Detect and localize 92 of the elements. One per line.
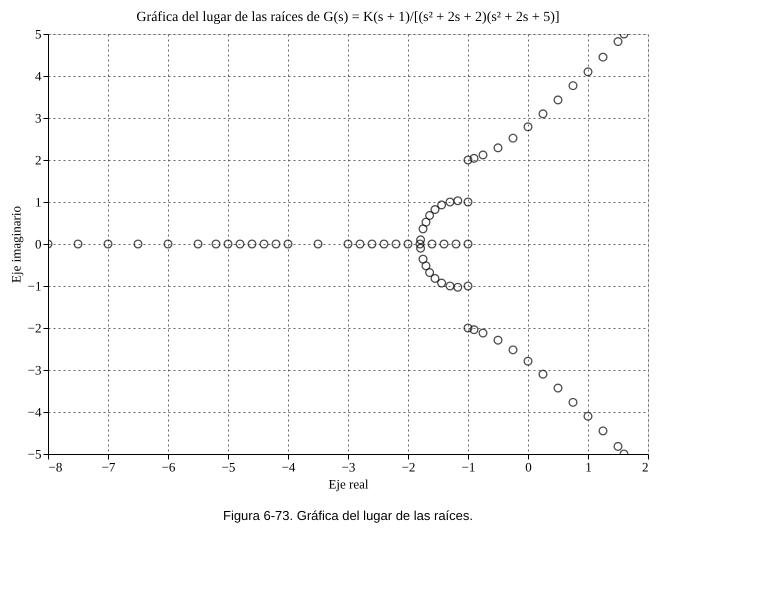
x-tick-label: −1 [462, 460, 476, 474]
point [538, 370, 548, 379]
point [355, 239, 365, 249]
y-tick-label: −4 [28, 404, 42, 420]
point [425, 210, 434, 220]
point [439, 239, 449, 249]
point [247, 239, 257, 249]
y-tick-label: −5 [28, 446, 42, 462]
point [235, 239, 245, 249]
point [283, 239, 293, 249]
point [427, 239, 437, 249]
chart-title: Gráfica del lugar de las raíces de G(s) = K(s + 1)/[(s² + 2s + 2)(s² + 2s + 5)] [136, 10, 560, 25]
y-tick-label: 0 [35, 236, 42, 252]
point [403, 239, 413, 249]
point [379, 239, 389, 249]
point [493, 143, 503, 152]
point [553, 95, 563, 104]
point [430, 205, 440, 214]
y-tick-label: 3 [35, 110, 42, 126]
point [211, 239, 221, 249]
point [478, 150, 488, 160]
point [453, 196, 462, 206]
point [568, 398, 578, 407]
point [553, 384, 563, 393]
y-tick-label: −2 [28, 320, 42, 336]
point [416, 244, 426, 253]
point [418, 254, 428, 264]
point [259, 239, 269, 249]
point [343, 239, 353, 249]
point [367, 239, 377, 249]
point [103, 239, 113, 249]
point [445, 197, 455, 207]
y-tick-label: 2 [35, 152, 42, 168]
y-tick-label: −1 [28, 278, 42, 294]
point [523, 356, 533, 366]
point [391, 239, 401, 249]
point [613, 442, 623, 451]
point [223, 239, 233, 249]
point [598, 52, 608, 62]
x-tick-label: −5 [222, 460, 236, 474]
point [598, 426, 608, 436]
point [193, 239, 203, 249]
point [425, 268, 434, 278]
x-tick-label: −6 [162, 460, 176, 474]
point [463, 197, 473, 207]
point [508, 345, 518, 354]
text: Figura 6-73. Gráfica del lugar de las raíces. [222, 508, 474, 523]
x-tick-label: 2 [642, 460, 648, 474]
y-tick-label: 1 [35, 194, 42, 210]
x-tick-label: −8 [48, 460, 62, 474]
x-tick-label: −2 [402, 460, 416, 474]
point [271, 239, 281, 249]
point [463, 281, 473, 291]
point [463, 239, 473, 249]
point [430, 274, 440, 283]
point [451, 239, 461, 249]
point [613, 37, 623, 46]
point [469, 154, 479, 163]
y-tick-label: 5 [35, 26, 42, 42]
point [583, 412, 593, 421]
point [469, 325, 479, 334]
y-axis-title: Eje imaginario [8, 206, 24, 283]
point [445, 281, 455, 291]
point [508, 134, 518, 143]
point [463, 155, 473, 165]
point [313, 239, 323, 249]
point [133, 239, 143, 249]
point [478, 328, 488, 338]
x-tick-label: −7 [102, 460, 116, 474]
point [73, 239, 83, 249]
point [416, 235, 426, 244]
point [453, 282, 462, 292]
point [415, 239, 425, 249]
point [523, 122, 533, 132]
y-tick-label: 4 [35, 68, 42, 84]
point [583, 67, 593, 76]
point [463, 323, 473, 333]
point [163, 239, 173, 249]
point [418, 224, 428, 234]
x-tick-label: 0 [525, 460, 532, 474]
point [437, 278, 446, 288]
x-tick-label: −3 [342, 460, 356, 474]
point [421, 218, 431, 227]
x-tick-label: −4 [282, 460, 296, 474]
point [493, 336, 503, 345]
y-tick-label: −3 [28, 362, 42, 378]
point [568, 81, 578, 90]
point [437, 200, 446, 210]
x-axis-title: Eje real [328, 476, 369, 492]
point [421, 261, 431, 270]
x-tick-label: 1 [585, 460, 592, 474]
point [538, 109, 548, 118]
